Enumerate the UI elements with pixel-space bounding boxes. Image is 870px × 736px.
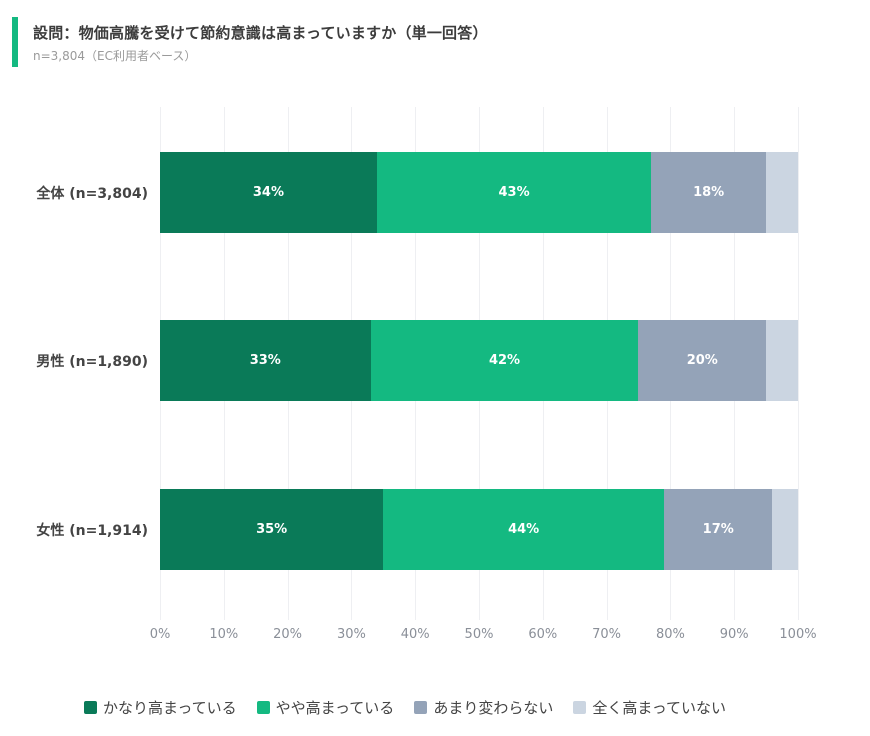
y-axis-label: 全体 (n=3,804): [36, 185, 148, 202]
bar-segment: 42%: [370, 320, 639, 401]
gridline: [798, 107, 799, 620]
bar-value-label: 34%: [252, 185, 285, 200]
x-axis-tick-label: 0%: [149, 627, 171, 642]
bar-row: 35% 44% 17%: [160, 489, 798, 570]
x-axis-tick-label: 10%: [209, 627, 239, 642]
bar-segment: 43%: [376, 152, 652, 233]
legend-label: やや高まっている: [275, 699, 395, 717]
legend-swatch-icon: [84, 701, 97, 714]
chart-title: 設問：物価高騰を受けて節約意識は高まっていますか（単一回答）: [33, 24, 488, 42]
x-axis-tick-label: 60%: [528, 627, 558, 642]
y-axis-label: 女性 (n=1,914): [36, 522, 148, 539]
legend-swatch-icon: [256, 701, 270, 714]
plot-area: 34% 43% 18% 33% 42% 20% 35% 44% 17%: [160, 107, 799, 620]
bar-segment: [772, 489, 798, 570]
legend-swatch-icon: [573, 701, 587, 714]
bar-value-label: 33%: [249, 353, 281, 368]
x-axis-tick-label: 70%: [592, 627, 622, 642]
chart-subtitle: n=3,804（EC利用者ベース）: [33, 49, 197, 63]
y-axis-label: 男性 (n=1,890): [36, 353, 148, 370]
bar-row: 34% 43% 18%: [160, 152, 798, 233]
bar-value-label: 35%: [256, 522, 288, 537]
legend-label: あまり変わらない: [433, 699, 554, 717]
legend-swatch-icon: [414, 701, 428, 714]
bar-segment: 33%: [160, 320, 371, 401]
bar-value-label: 42%: [488, 353, 521, 368]
bar-segment: 20%: [638, 320, 767, 401]
legend-label: 全く高まっていない: [592, 699, 726, 717]
x-axis-tick-label: 90%: [719, 627, 749, 642]
bar-segment: 18%: [651, 152, 767, 233]
bar-segment: 35%: [160, 489, 384, 570]
bar-segment: [766, 320, 798, 401]
x-axis-tick-label: 80%: [655, 627, 685, 642]
x-axis-tick-label: 100%: [779, 627, 817, 642]
bar-segment: 34%: [160, 152, 377, 233]
bar-value-label: 18%: [693, 185, 725, 200]
bar-value-label: 44%: [508, 522, 540, 537]
legend-label: かなり高まっている: [103, 699, 237, 717]
bar-row: 33% 42% 20%: [160, 320, 798, 401]
legend-item: 全く高まっていない: [573, 697, 726, 718]
x-axis-tick-label: 20%: [273, 627, 303, 642]
x-axis-tick-label: 30%: [336, 627, 366, 642]
bar-value-label: 17%: [702, 522, 734, 537]
legend-item: やや高まっている: [256, 697, 395, 718]
bar-value-label: 43%: [498, 185, 530, 200]
x-axis-tick-label: 40%: [400, 627, 430, 642]
bar-segment: [766, 152, 798, 233]
legend-item: あまり変わらない: [414, 697, 553, 718]
legend-item: かなり高まっている: [84, 697, 237, 718]
title-accent-bar: [12, 17, 18, 67]
chart-legend: かなり高まっている やや高まっている あまり変わらない 全く高まっていない: [84, 697, 726, 718]
bar-value-label: 20%: [686, 353, 718, 368]
bar-segment: 17%: [664, 489, 773, 570]
x-axis-tick-label: 50%: [464, 627, 494, 642]
bar-segment: 44%: [383, 489, 665, 570]
